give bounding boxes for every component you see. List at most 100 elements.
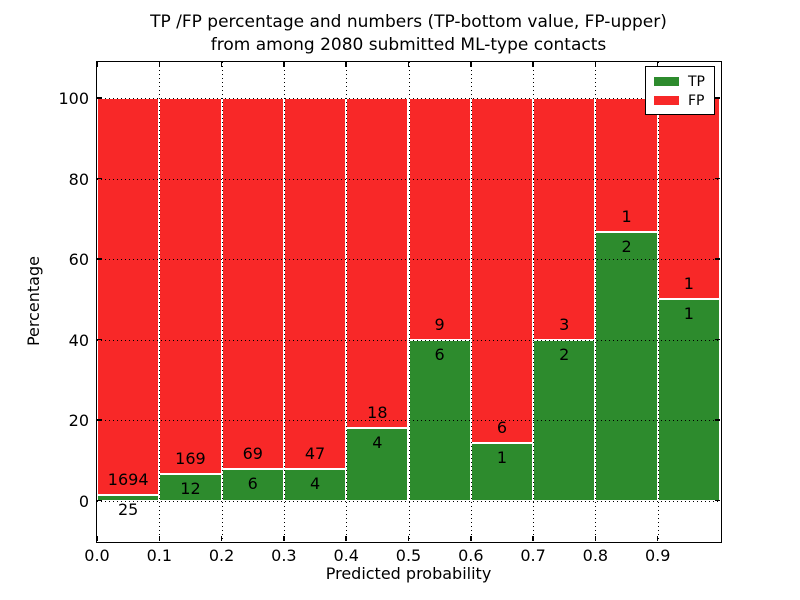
bar-segment-fp [657, 98, 720, 300]
bar-segment-fp [408, 98, 471, 340]
legend-entry-tp: TP [646, 72, 714, 91]
bar-label-fp-count: 6 [496, 418, 508, 438]
bar-label-tp-count: 1 [683, 304, 694, 324]
x-tick-bottom [96, 536, 98, 541]
x-gridline [283, 62, 285, 541]
bar-label-tp-count: 6 [247, 473, 258, 493]
bar-segment-fp [97, 98, 160, 495]
bar-segment-tp [595, 232, 658, 501]
chart-title: TP /FP percentage and numbers (TP-bottom… [97, 11, 720, 57]
bar-label-fp-count: 47 [304, 444, 326, 464]
bar-segment-fp [221, 98, 284, 469]
x-tick-bottom [345, 536, 347, 541]
y-tick-left [97, 499, 102, 502]
x-gridline [346, 62, 348, 541]
y-tick-right [715, 338, 720, 341]
x-tick-label: 0.1 [146, 546, 173, 565]
x-tick-top [656, 62, 659, 67]
legend-entry-fp: FP [646, 91, 714, 110]
x-gridline [533, 62, 535, 541]
x-tick-top [283, 62, 285, 67]
bar-segment-fp [346, 98, 409, 428]
y-tick-left [97, 338, 102, 341]
bar-segment-tp [221, 468, 284, 501]
bar-segment-tp [657, 299, 720, 501]
bar-label-fp-count: 1 [621, 207, 632, 227]
legend-label-fp: FP [688, 92, 705, 109]
y-tick-label: 0 [78, 491, 89, 511]
bar-label-fp-count: 3 [559, 314, 570, 334]
bar-segment-tp [159, 474, 222, 501]
y-tick-left [97, 419, 102, 421]
x-gridline [221, 62, 223, 541]
x-tick-bottom [220, 536, 223, 541]
bar-segment-fp [283, 98, 347, 470]
x-tick-bottom [283, 536, 285, 541]
y-tick-label: 80 [68, 169, 89, 189]
bar-label-tp-count: 6 [434, 344, 445, 364]
bar-segment-fp [533, 98, 596, 340]
x-tick-label: 0.9 [644, 546, 671, 565]
x-tick-top [220, 62, 223, 67]
x-tick-top [594, 62, 597, 67]
x-tick-label: 0.8 [582, 546, 609, 565]
bar-segment-tp [346, 427, 409, 501]
bar-label-tp-count: 12 [180, 479, 201, 499]
y-tick-right [715, 258, 720, 260]
x-tick-top [345, 62, 347, 67]
x-gridline [408, 62, 410, 541]
bar-label-tp-count: 25 [117, 499, 139, 519]
x-tick-label: 0.0 [84, 546, 110, 565]
y-tick-right [715, 419, 720, 421]
bar-segment-fp [595, 98, 658, 233]
y-tick-left [97, 258, 102, 260]
bar-segment-fp [470, 98, 534, 444]
x-tick-top [158, 62, 161, 67]
x-tick-bottom [532, 536, 534, 541]
fp-color-swatch [654, 96, 679, 105]
x-tick-top [532, 62, 534, 67]
bar-label-fp-count: 9 [434, 314, 445, 334]
chart-title-line-1: TP /FP percentage and numbers (TP-bottom… [150, 12, 667, 32]
y-tick-left [97, 177, 102, 180]
bar-label-fp-count: 1694 [107, 469, 149, 489]
bar-label-fp-count: 69 [242, 443, 263, 463]
x-tick-top [407, 62, 410, 67]
bar-segment-tp [97, 494, 160, 501]
bar-label-tp-count: 1 [496, 448, 508, 468]
x-tick-label: 0.3 [271, 546, 297, 565]
y-axis-label: Percentage [24, 256, 43, 347]
x-tick-top [470, 62, 472, 67]
legend-label-tp: TP [688, 73, 705, 90]
bar-label-tp-count: 2 [621, 237, 632, 257]
y-tick-right [715, 499, 720, 502]
bar-segment-fp [159, 98, 222, 475]
x-tick-bottom [158, 536, 161, 541]
x-gridline [595, 62, 597, 541]
bar-label-tp-count: 4 [372, 432, 383, 452]
y-tick-left [97, 97, 102, 99]
bar-label-tp-count: 2 [559, 344, 570, 364]
bar-label-fp-count: 18 [367, 402, 388, 422]
x-axis-label: Predicted probability [325, 564, 492, 583]
x-tick-bottom [407, 536, 410, 541]
chart-title-line-2: from among 2080 submitted ML-type contac… [210, 35, 607, 55]
x-tick-bottom [594, 536, 597, 541]
legend: TP FP [645, 66, 715, 115]
y-tick-right [715, 177, 720, 180]
y-tick-label: 60 [68, 250, 89, 270]
bar-label-fp-count: 1 [683, 274, 694, 294]
x-tick-label: 0.5 [395, 546, 422, 565]
x-tick-bottom [470, 536, 472, 541]
x-tick-label: 0.6 [458, 546, 484, 565]
x-tick-bottom [656, 536, 659, 541]
x-gridline [657, 62, 659, 541]
x-tick-label: 0.2 [208, 546, 235, 565]
x-gridline [470, 62, 472, 541]
bar-segment-tp [470, 443, 534, 501]
y-tick-label: 40 [68, 330, 89, 350]
x-tick-label: 0.4 [333, 546, 359, 565]
bar-label-fp-count: 169 [175, 449, 206, 469]
y-tick-label: 20 [68, 411, 89, 431]
